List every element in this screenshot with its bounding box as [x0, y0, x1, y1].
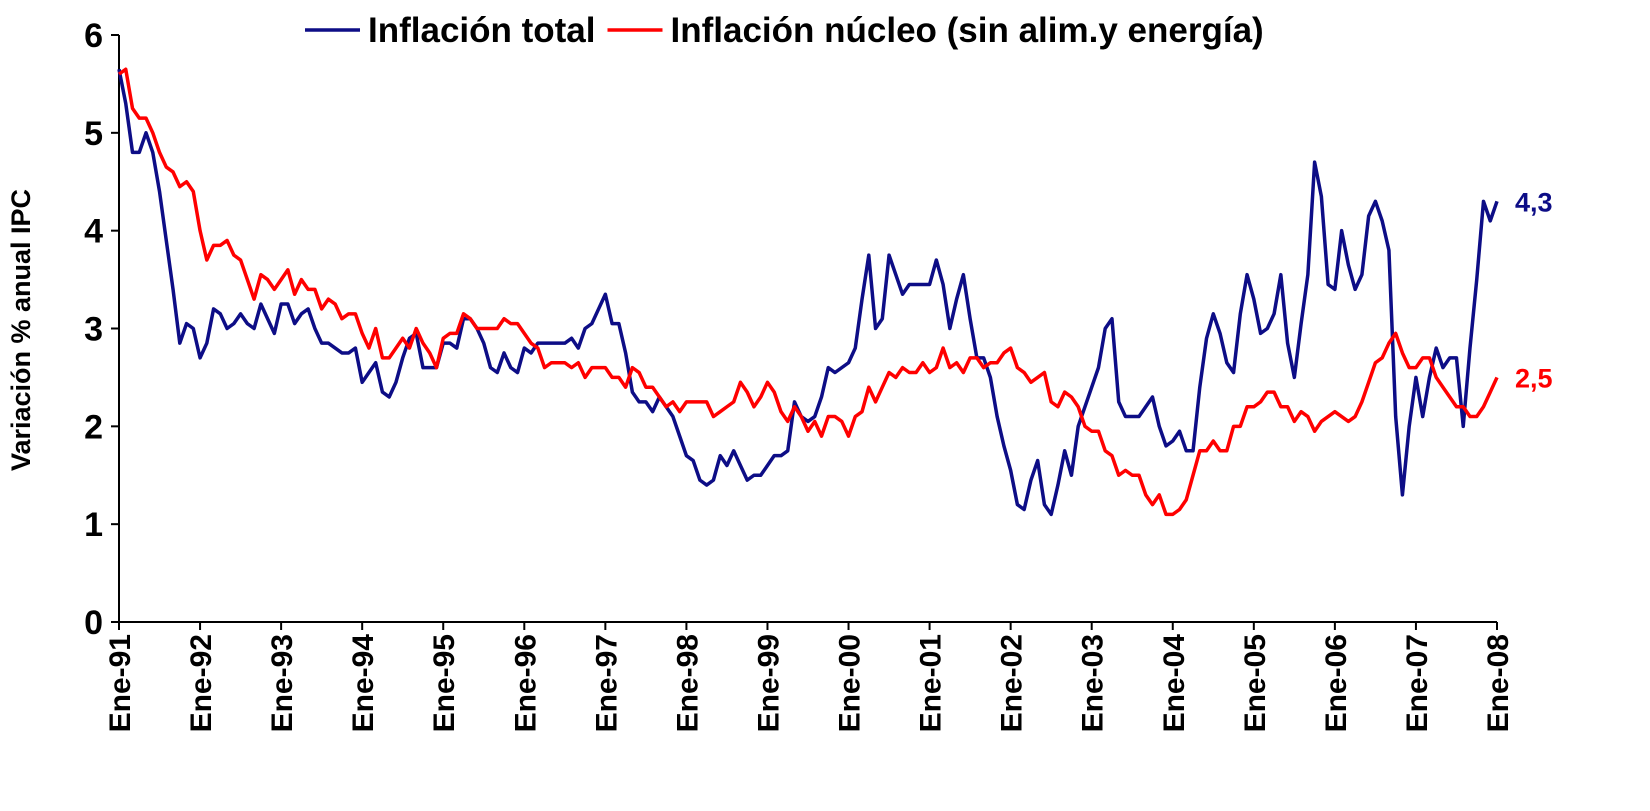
y-tick-label: 3	[84, 311, 103, 349]
x-tick-label: Ene-92	[185, 634, 218, 732]
x-tick-label: Ene-93	[266, 634, 299, 732]
legend-label: Inflación total	[368, 11, 596, 50]
x-tick-label: Ene-01	[915, 634, 948, 732]
x-tick-label: Ene-06	[1320, 634, 1353, 732]
x-tick-label: Ene-05	[1239, 634, 1272, 732]
x-tick-label: Ene-94	[347, 634, 380, 733]
y-axis-title: Variación % anual IPC	[6, 189, 36, 471]
x-tick-label: Ene-95	[428, 634, 461, 732]
y-tick-label: 0	[84, 604, 103, 642]
x-tick-label: Ene-04	[1158, 634, 1191, 733]
y-tick-label: 1	[84, 506, 103, 544]
x-tick-label: Ene-07	[1401, 634, 1434, 732]
x-tick-label: Ene-97	[590, 634, 623, 732]
end-label: 2,5	[1515, 363, 1553, 393]
y-tick-label: 5	[84, 115, 103, 153]
x-tick-label: Ene-91	[104, 634, 137, 732]
x-tick-label: Ene-03	[1077, 634, 1110, 732]
end-label: 4,3	[1515, 187, 1553, 217]
x-tick-label: Ene-02	[996, 634, 1029, 732]
y-tick-label: 2	[84, 408, 103, 446]
series-line	[117, 68, 1499, 517]
x-tick-label: Ene-98	[671, 634, 704, 732]
y-tick-label: 4	[84, 213, 103, 251]
series-line	[117, 67, 1499, 517]
legend-label: Inflación núcleo (sin alim.y energía)	[671, 11, 1264, 50]
x-tick-label: Ene-08	[1482, 634, 1515, 732]
x-tick-label: Ene-99	[752, 634, 785, 732]
x-tick-label: Ene-96	[509, 634, 542, 732]
y-tick-label: 6	[84, 17, 103, 55]
x-tick-label: Ene-00	[834, 634, 867, 732]
